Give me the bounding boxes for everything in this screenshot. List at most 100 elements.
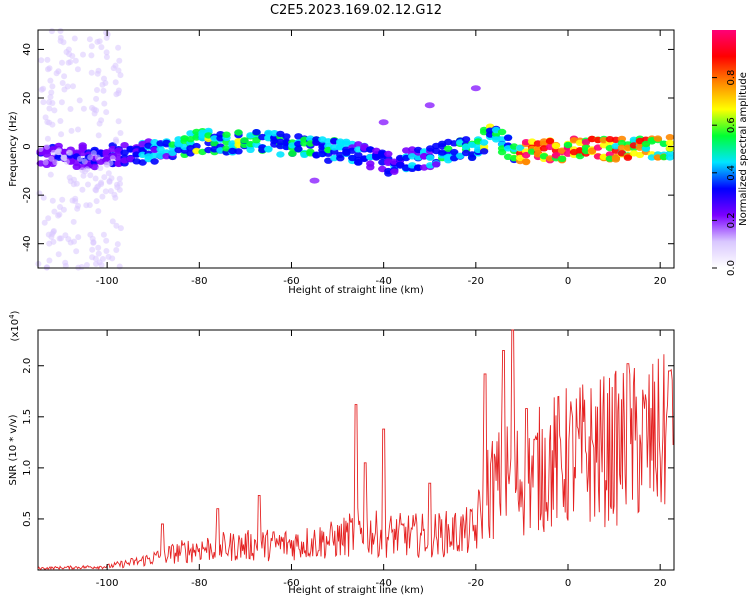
heatmap-cell [83, 202, 90, 209]
heatmap-cell [40, 99, 47, 106]
colorbar-label: Normalized spectral amplitude [738, 72, 749, 226]
spectrogram-x-label: Height of straight line (km) [288, 285, 424, 296]
snr-x-label: Height of straight line (km) [288, 585, 424, 596]
y-tick-label: 0.5 [22, 511, 33, 527]
x-tick-label: -60 [283, 276, 299, 287]
heatmap-cell [98, 44, 105, 51]
heatmap-cell [354, 159, 363, 166]
heatmap-cell [461, 136, 471, 143]
x-tick-label: -80 [191, 276, 207, 287]
heatmap-cell [85, 181, 91, 188]
heatmap-cell [102, 188, 109, 195]
heatmap-cell [665, 134, 675, 141]
heatmap-cell [95, 244, 102, 251]
heatmap-cell [623, 154, 633, 161]
heatmap-cell [81, 158, 88, 165]
heatmap-cell [88, 43, 95, 50]
heatmap-cell [109, 218, 116, 225]
heatmap-cell [44, 135, 51, 142]
heatmap-cell [515, 154, 525, 162]
heatmap-cell [42, 114, 49, 121]
snr-y-multiplier: (x104) [8, 310, 21, 341]
heatmap-cell [132, 151, 141, 158]
heatmap-cell [116, 175, 123, 182]
colorbar-tick-label: 0.2 [726, 212, 737, 228]
colorbar-tick-label: 0.4 [726, 165, 737, 181]
heatmap-cell [90, 150, 97, 157]
x-tick-label: -40 [375, 276, 391, 287]
heatmap-cell [78, 264, 85, 270]
heatmap-cell [470, 85, 481, 92]
heatmap-cell [67, 106, 74, 112]
heatmap-cell [41, 219, 48, 226]
x-tick-label: -60 [283, 578, 299, 589]
heatmap-cell [545, 137, 555, 145]
heatmap-cell [48, 28, 55, 35]
heatmap-cell [426, 154, 435, 161]
heatmap-cell [55, 251, 62, 258]
heatmap-cell [112, 136, 119, 143]
heatmap-cell [115, 44, 122, 51]
x-tick-label: -40 [375, 578, 391, 589]
heatmap-cell [70, 218, 77, 225]
heatmap-cell [115, 67, 122, 74]
heatmap-cell [150, 158, 159, 165]
heatmap-cell [479, 139, 489, 146]
heatmap-cell [89, 254, 96, 261]
heatmap-cell [46, 105, 53, 112]
heatmap-cell [103, 237, 110, 244]
heatmap-cell [503, 134, 513, 141]
heatmap-cell [67, 59, 74, 65]
heatmap-cell [90, 163, 99, 171]
colorbar-tick-label: 0.8 [726, 70, 737, 86]
heatmap-cell [515, 144, 525, 151]
heatmap-cell [56, 211, 63, 218]
heatmap-cell [91, 110, 98, 117]
heatmap-cell [117, 72, 124, 79]
heatmap-cell [103, 49, 110, 56]
heatmap-cell [234, 148, 243, 155]
heatmap-cell [58, 131, 65, 138]
snr-y-label: SNR (10 * v/v) [8, 414, 19, 485]
heatmap-cell [306, 148, 315, 155]
heatmap-cell [53, 70, 60, 77]
x-tick-label: -100 [96, 578, 119, 589]
heatmap-cell [95, 67, 102, 74]
x-tick-label: 20 [654, 276, 667, 287]
heatmap-cell [653, 135, 663, 142]
heatmap-cell [46, 257, 53, 264]
heatmap-cell [97, 165, 104, 172]
y-tick-label: 40 [22, 43, 33, 56]
heatmap-cell [73, 248, 80, 255]
heatmap-cell [49, 100, 56, 106]
heatmap-cell [116, 263, 123, 270]
heatmap-cell [48, 155, 55, 162]
heatmap-cell [95, 208, 102, 215]
heatmap-cell [611, 156, 621, 163]
heatmap-cell [56, 147, 62, 154]
heatmap-cell [234, 129, 243, 136]
snr-series-line [37, 329, 674, 571]
colorbar-gradient [712, 30, 736, 268]
x-tick-label: -20 [468, 578, 484, 589]
heatmap-cell [94, 87, 100, 93]
spectrogram-heatmap [35, 28, 675, 271]
heatmap-cell [65, 149, 72, 156]
heatmap-cell [51, 107, 58, 114]
y-tick-label: 20 [22, 92, 33, 105]
heatmap-cell [95, 250, 102, 257]
heatmap-cell [83, 262, 90, 268]
colorbar-ticks: 0.0 0.2 0.4 0.6 0.8 [712, 70, 737, 276]
heatmap-cell [87, 154, 94, 161]
heatmap-cell [101, 174, 108, 181]
heatmap-cell [276, 151, 285, 158]
heatmap-cell [491, 136, 501, 143]
heatmap-cell [66, 174, 73, 181]
heatmap-cell [87, 172, 94, 179]
heatmap-cell [366, 164, 375, 171]
heatmap-cell [101, 75, 107, 82]
heatmap-cell [68, 127, 75, 134]
heatmap-cell [336, 155, 345, 162]
heatmap-cell [63, 158, 70, 165]
